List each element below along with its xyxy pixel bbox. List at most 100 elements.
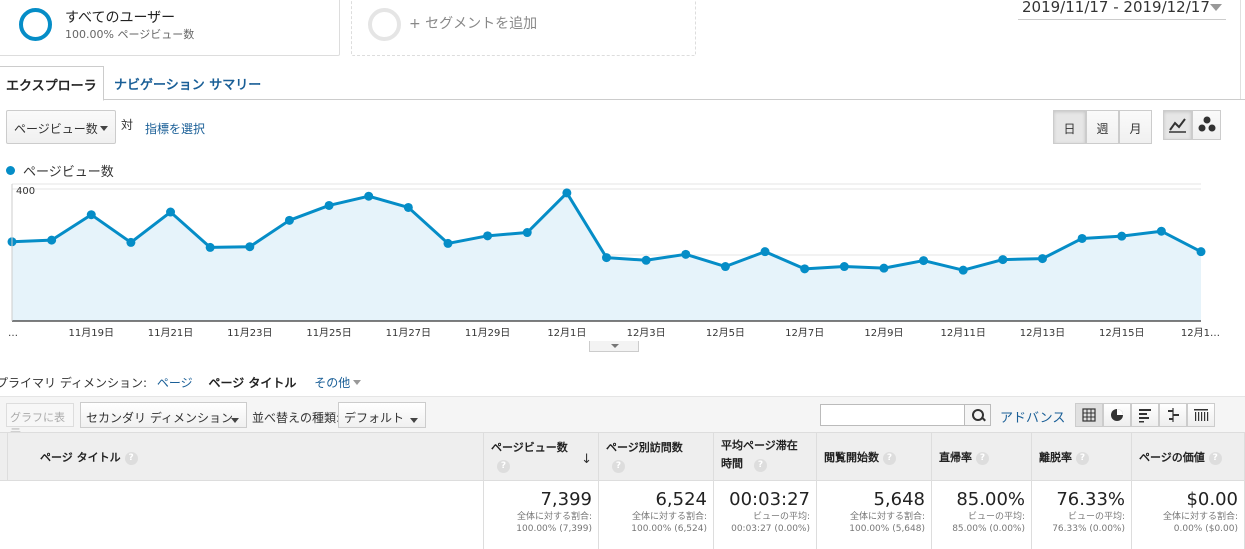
chart-resize-handle[interactable] bbox=[589, 341, 639, 352]
advanced-filter-link[interactable]: アドバンス bbox=[1000, 411, 1066, 426]
period-week-button[interactable]: 週 bbox=[1086, 110, 1119, 144]
pivot-view-button[interactable] bbox=[1187, 403, 1215, 427]
column-header-label: ページ別訪問数 bbox=[606, 441, 683, 454]
metric-selector-value: ページビュー数 bbox=[14, 122, 98, 136]
help-icon[interactable]: ? bbox=[1208, 452, 1222, 465]
dimension-option-page[interactable]: ページ bbox=[156, 376, 193, 390]
column-header-avg-time-on-page[interactable]: 平均ページ滞在時間? bbox=[714, 432, 817, 481]
data-point bbox=[1196, 247, 1206, 257]
total-caption: 全体に対する割合: bbox=[849, 512, 925, 522]
column-header-label: 平均ページ滞在時間 bbox=[721, 439, 798, 470]
table-view-button[interactable] bbox=[1075, 403, 1103, 427]
column-header-bounce-rate[interactable]: 直帰率? bbox=[932, 432, 1032, 481]
total-value: 00:03:27 bbox=[729, 489, 810, 510]
total-caption: 全体に対する割合: bbox=[631, 512, 707, 522]
sort-type-label: 並べ替えの種類: bbox=[252, 411, 341, 425]
dimension-option-page-title[interactable]: ページ タイトル bbox=[208, 376, 297, 390]
x-tick-label: 12月9日 bbox=[864, 327, 903, 339]
motion-chart-icon bbox=[1198, 116, 1216, 132]
column-header-label: 離脱率 bbox=[1039, 451, 1072, 464]
pie-view-icon bbox=[1111, 409, 1123, 421]
help-icon[interactable]: ? bbox=[754, 459, 767, 472]
x-tick-label: 12月1… bbox=[1181, 327, 1220, 339]
data-point bbox=[681, 249, 691, 259]
segment-circle-icon bbox=[19, 8, 52, 41]
chevron-down-icon bbox=[231, 418, 239, 423]
add-segment-label: + セグメントを追加 bbox=[409, 16, 538, 32]
column-header-page-value[interactable]: ページの価値? bbox=[1132, 432, 1245, 481]
column-header-page-title[interactable]: ページ タイトル? bbox=[8, 432, 484, 481]
date-range-picker[interactable]: 2019/11/17 - 2019/12/17 bbox=[1018, 0, 1226, 20]
period-day-button[interactable]: 日 bbox=[1053, 110, 1086, 144]
data-point bbox=[483, 231, 493, 241]
dimension-more-dropdown[interactable]: その他 bbox=[314, 376, 361, 390]
x-tick-label: 12月3日 bbox=[627, 327, 666, 339]
sort-descending-icon: ↓ bbox=[581, 452, 592, 467]
total-caption: 全体に対する割合: bbox=[1162, 512, 1238, 522]
help-icon[interactable]: ? bbox=[976, 452, 989, 465]
x-tick-label: … bbox=[8, 328, 18, 339]
total-caption: 全体に対する割合: bbox=[516, 512, 592, 522]
line-chart-icon bbox=[1169, 118, 1186, 133]
period-month-button[interactable]: 月 bbox=[1119, 110, 1152, 144]
series-area bbox=[12, 192, 1201, 321]
data-point bbox=[403, 202, 413, 212]
data-point bbox=[166, 207, 176, 217]
performance-view-button[interactable] bbox=[1131, 403, 1159, 427]
search-icon[interactable] bbox=[964, 404, 991, 426]
x-tick-label: 12月13日 bbox=[1020, 327, 1065, 339]
data-point bbox=[1117, 231, 1127, 241]
help-icon[interactable]: ? bbox=[124, 452, 138, 465]
data-point bbox=[86, 210, 96, 220]
total-percent: 85.00% (0.00%) bbox=[952, 524, 1025, 534]
versus-label: 対 bbox=[121, 118, 134, 132]
total-pageviews: 7,399 全体に対する割合: 100.00% (7,399) bbox=[484, 481, 599, 549]
help-icon[interactable]: ? bbox=[497, 460, 510, 473]
x-tick-label: 11月25日 bbox=[306, 327, 351, 339]
pageviews-line-chart: 400200…11月19日11月21日11月23日11月25日11月27日11月… bbox=[7, 183, 1220, 339]
total-percent: 100.00% (6,524) bbox=[631, 524, 707, 534]
total-percent: 100.00% (5,648) bbox=[849, 524, 925, 534]
help-icon[interactable]: ? bbox=[1076, 452, 1089, 465]
secondary-dimension-label: セカンダリ ディメンション bbox=[86, 411, 233, 425]
x-tick-label: 11月27日 bbox=[386, 327, 431, 339]
data-point bbox=[126, 237, 136, 247]
pie-view-button[interactable] bbox=[1103, 403, 1131, 427]
total-value: 6,524 bbox=[655, 489, 707, 510]
data-point bbox=[919, 256, 929, 266]
table-search-input[interactable] bbox=[820, 404, 965, 426]
line-chart-button[interactable] bbox=[1163, 110, 1192, 140]
tab-navigation-summary[interactable]: ナビゲーション サマリー bbox=[114, 78, 262, 93]
segment-title: すべてのユーザー bbox=[65, 10, 176, 26]
column-header-unique-pageviews[interactable]: ページ別訪問数? bbox=[599, 432, 714, 481]
chevron-down-icon bbox=[1210, 4, 1222, 11]
select-all-checkbox-cell[interactable] bbox=[0, 432, 8, 481]
choose-metric-link[interactable]: 指標を選択 bbox=[145, 122, 206, 136]
data-point bbox=[324, 200, 334, 210]
data-point bbox=[1156, 226, 1166, 236]
total-avg-time: 00:03:27 ビューの平均: 00:03:27 (0.00%) bbox=[714, 481, 817, 549]
column-header-pageviews[interactable]: ページビュー数? ↓ bbox=[484, 432, 599, 481]
total-caption: ビューの平均: bbox=[967, 512, 1025, 522]
comparison-view-button[interactable] bbox=[1159, 403, 1187, 427]
help-icon[interactable]: ? bbox=[612, 460, 625, 473]
total-percent: 76.33% (0.00%) bbox=[1052, 524, 1125, 534]
segment-all-users[interactable]: すべてのユーザー 100.00% ページビュー数 bbox=[0, 0, 340, 56]
secondary-dimension-dropdown[interactable]: セカンダリ ディメンション bbox=[80, 402, 247, 428]
column-header-entrances[interactable]: 閲覧開始数? bbox=[817, 432, 932, 481]
tab-explorer[interactable]: エクスプローラ bbox=[0, 66, 104, 101]
motion-chart-button[interactable] bbox=[1192, 110, 1221, 140]
sort-type-dropdown[interactable]: デフォルト bbox=[338, 402, 426, 428]
data-point bbox=[522, 228, 532, 238]
data-point bbox=[720, 262, 730, 272]
total-page-value: $0.00 全体に対する割合: 0.00% ($0.00) bbox=[1132, 481, 1245, 549]
add-segment-button[interactable]: + セグメントを追加 bbox=[351, 0, 696, 56]
total-value: 7,399 bbox=[540, 489, 592, 510]
column-header-label: 閲覧開始数 bbox=[824, 451, 879, 464]
help-icon[interactable]: ? bbox=[883, 452, 896, 465]
total-value: 5,648 bbox=[873, 489, 925, 510]
plot-rows-button[interactable]: グラフに表示 bbox=[6, 403, 74, 440]
column-header-exit-rate[interactable]: 離脱率? bbox=[1032, 432, 1132, 481]
metric-selector[interactable]: ページビュー数 bbox=[6, 110, 116, 144]
divider bbox=[1240, 0, 1241, 100]
